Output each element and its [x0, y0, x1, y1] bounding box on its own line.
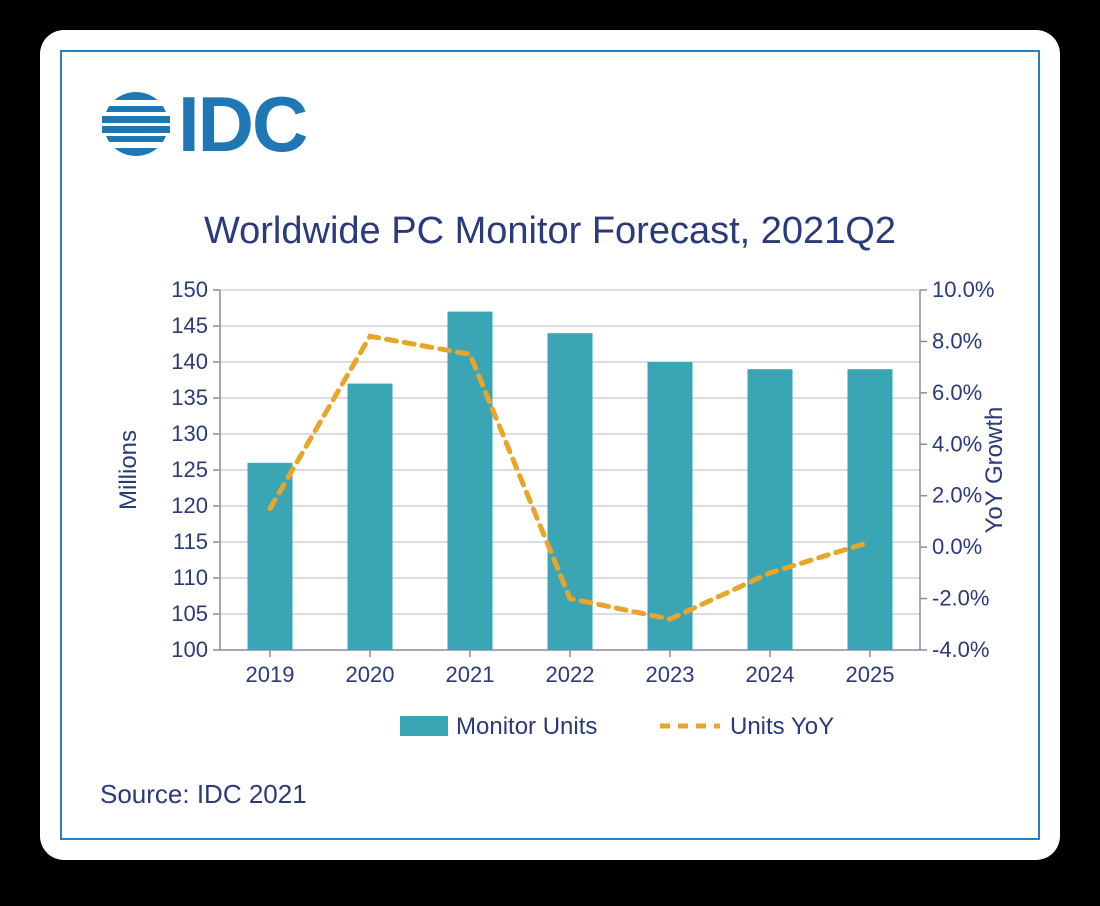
- bar: [848, 369, 893, 650]
- source-text: Source: IDC 2021: [100, 779, 307, 810]
- svg-text:6.0%: 6.0%: [932, 380, 982, 405]
- svg-text:2024: 2024: [746, 662, 795, 687]
- svg-text:4.0%: 4.0%: [932, 431, 982, 456]
- svg-text:100: 100: [171, 637, 208, 662]
- svg-text:2021: 2021: [446, 662, 495, 687]
- bar: [248, 463, 293, 650]
- svg-text:115: 115: [173, 529, 208, 554]
- logo-text: IDC: [178, 85, 306, 163]
- svg-text:0.0%: 0.0%: [932, 534, 982, 559]
- svg-text:2022: 2022: [546, 662, 595, 687]
- svg-text:-2.0%: -2.0%: [932, 586, 989, 611]
- svg-text:145: 145: [171, 313, 208, 338]
- svg-text:135: 135: [171, 385, 208, 410]
- bar: [448, 312, 493, 650]
- svg-text:2019: 2019: [246, 662, 295, 687]
- bar: [748, 369, 793, 650]
- svg-text:140: 140: [171, 349, 208, 374]
- svg-text:-4.0%: -4.0%: [932, 637, 989, 662]
- svg-text:130: 130: [171, 421, 208, 446]
- bar: [348, 384, 393, 650]
- idc-logo: IDC: [100, 85, 306, 163]
- idc-globe-icon: [100, 88, 172, 160]
- svg-text:2023: 2023: [646, 662, 695, 687]
- legend: Monitor Units Units YoY: [400, 713, 834, 740]
- svg-text:2.0%: 2.0%: [932, 483, 982, 508]
- svg-text:2020: 2020: [346, 662, 395, 687]
- chart-area: 100 105 110 115 120 125 130 135 140 145 150 -4.0% -2…: [100, 270, 1020, 770]
- chart-svg: 100 105 110 115 120 125 130 135 140 145 150 -4.0% -2…: [100, 270, 1020, 770]
- svg-text:125: 125: [171, 457, 208, 482]
- svg-text:120: 120: [171, 493, 208, 518]
- chart-card: IDC Worldwide PC Monitor Forecast, 2021Q…: [40, 30, 1060, 860]
- chart-title: Worldwide PC Monitor Forecast, 2021Q2: [40, 210, 1060, 253]
- svg-text:Millions: Millions: [115, 430, 142, 510]
- svg-text:8.0%: 8.0%: [932, 328, 982, 353]
- svg-text:10.0%: 10.0%: [932, 277, 994, 302]
- svg-text:YoY Growth: YoY Growth: [981, 407, 1008, 534]
- svg-text:110: 110: [173, 565, 208, 590]
- svg-text:Units YoY: Units YoY: [730, 713, 834, 740]
- bar: [648, 362, 693, 650]
- svg-text:Monitor Units: Monitor Units: [456, 713, 597, 740]
- svg-text:105: 105: [171, 601, 208, 626]
- svg-text:2025: 2025: [846, 662, 895, 687]
- svg-text:150: 150: [171, 277, 208, 302]
